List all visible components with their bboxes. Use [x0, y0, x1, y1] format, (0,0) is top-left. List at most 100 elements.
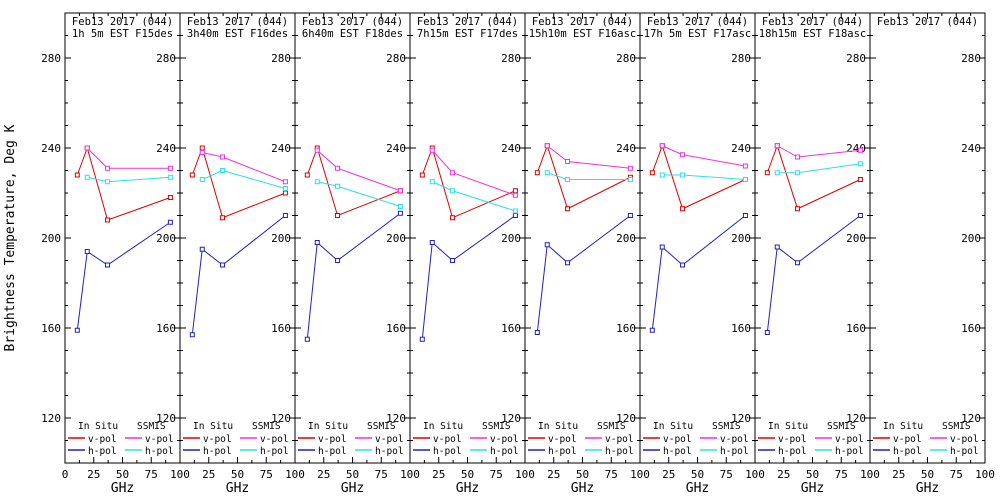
legend-label-v-pol: v-pol: [375, 434, 404, 445]
y-tick-label: 240: [961, 142, 981, 155]
legend-label-v-pol: v-pol: [663, 434, 692, 445]
x-tick-label: 75: [490, 468, 503, 481]
in-situ-v-pol-marker: [419, 172, 425, 178]
panel-title-date: Feb13 2017 (044): [417, 16, 518, 28]
in-situ-v-pol-line: [76, 146, 171, 221]
in-situ-v-pol-marker: [450, 215, 456, 221]
y-tick-label: 200: [961, 232, 981, 245]
x-tick-label: 75: [375, 468, 388, 481]
legend-header-ssmis: SSMIS: [252, 421, 281, 432]
legend-label-h-pol: h-pol: [88, 446, 117, 457]
y-tick-label: 280: [501, 52, 521, 65]
legend-label-h-pol: h-pol: [490, 446, 519, 457]
legend-label-v-pol: v-pol: [433, 434, 462, 445]
ssmis-h-pol-marker: [167, 174, 173, 180]
x-tick-label: 50: [691, 468, 704, 481]
x-tick-label: 25: [317, 468, 330, 481]
panel-title-time-sat: 18h15m EST F18asc: [759, 28, 866, 40]
ssmis-v-pol-marker: [659, 143, 665, 149]
in-situ-h-pol-line: [306, 212, 401, 340]
legend-header-in-situ: In Situ: [308, 421, 348, 432]
ssmis-v-pol-marker: [680, 152, 686, 158]
in-situ-h-pol-marker: [512, 213, 518, 218]
ssmis-h-pol-marker: [105, 179, 111, 185]
x-tick-label: 100: [400, 468, 420, 481]
legend-label-h-pol: h-pol: [950, 446, 979, 457]
ssmis-v-pol-marker: [314, 147, 320, 153]
legend-label-v-pol: v-pol: [720, 434, 749, 445]
y-tick-label: 160: [846, 322, 866, 335]
in-situ-v-pol-marker: [220, 215, 226, 221]
ssmis-h-pol-marker: [627, 177, 633, 182]
x-tick-label: 50: [461, 468, 474, 481]
panel-6: Feb13 2017 (044)17h 5m EST F17asc In Situ…: [643, 16, 751, 457]
legend-label-v-pol: v-pol: [950, 434, 979, 445]
panel-title-date: Feb13 2017 (044): [302, 16, 403, 28]
in-situ-h-pol-marker: [84, 249, 90, 254]
in-situ-h-pol-line: [76, 221, 171, 331]
legend-label-h-pol: h-pol: [893, 446, 922, 457]
x-tick-label: 50: [806, 468, 819, 481]
x-axis-unit-label: GHz: [801, 481, 824, 496]
panel-title-date: Feb13 2017 (044): [647, 16, 748, 28]
y-tick-label: 240: [41, 142, 61, 155]
x-tick-label: 50: [231, 468, 244, 481]
x-axes: 0 25 50 75 100 GHz 25 50 75 100 GHz 25 50 75 100 GHz 25 5…: [62, 13, 995, 496]
y-tick-label: 120: [731, 412, 751, 425]
legend-label-h-pol: h-pol: [663, 446, 692, 457]
y-tick-label: 200: [846, 232, 866, 245]
x-tick-label: 75: [950, 468, 963, 481]
y-tick-label: 200: [731, 232, 751, 245]
ssmis-v-pol-marker: [774, 143, 780, 149]
ssmis-h-pol-marker: [314, 179, 320, 185]
ssmis-h-pol-marker: [84, 174, 90, 180]
y-tick-label: 200: [616, 232, 636, 245]
in-situ-v-pol-line: [536, 144, 631, 210]
in-situ-v-pol-marker: [857, 177, 863, 182]
y-tick-label: 280: [271, 52, 291, 65]
ssmis-h-pol-marker: [199, 177, 205, 182]
legend-label-h-pol: h-pol: [203, 446, 232, 457]
x-tick-label: 100: [515, 468, 535, 481]
panel-title-time-sat: 3h40m EST F16des: [187, 28, 288, 40]
legend-header-in-situ: In Situ: [653, 421, 693, 432]
legend-header-in-situ: In Situ: [193, 421, 233, 432]
y-tick-label: 280: [386, 52, 406, 65]
legend-header-ssmis: SSMIS: [597, 421, 626, 432]
y-axis-title: Brightness Temperature, Deg K: [3, 124, 18, 351]
y-tick-label: 240: [731, 142, 751, 155]
legend-label-v-pol: v-pol: [893, 434, 922, 445]
ssmis-v-pol-marker: [335, 165, 341, 171]
panel-title-time-sat: 15h10m EST F16asc: [529, 28, 636, 40]
x-tick-label: 100: [630, 468, 650, 481]
y-tick-label: 200: [41, 232, 61, 245]
legend-label-h-pol: h-pol: [375, 446, 404, 457]
legend-header-ssmis: SSMIS: [827, 421, 856, 432]
legend-label-v-pol: v-pol: [490, 434, 519, 445]
x-tick-label: 100: [860, 468, 880, 481]
ssmis-h-pol-marker: [220, 168, 226, 173]
legend-label-v-pol: v-pol: [203, 434, 232, 445]
legend-label-h-pol: h-pol: [720, 446, 749, 457]
y-tick-label: 240: [616, 142, 636, 155]
x-tick-label: 75: [835, 468, 848, 481]
in-situ-v-pol-marker: [534, 170, 540, 176]
in-situ-h-pol-line: [191, 215, 286, 335]
in-situ-v-pol-line: [306, 146, 401, 217]
in-situ-h-pol-marker: [680, 262, 686, 268]
in-situ-v-pol-marker: [649, 170, 655, 176]
x-axis-unit-label: GHz: [341, 481, 364, 496]
in-situ-v-pol-marker: [199, 145, 205, 151]
ssmis-h-pol-marker: [565, 177, 571, 182]
x-tick-label: 75: [720, 468, 733, 481]
panel-title-time-sat: 17h 5m EST F17asc: [644, 28, 751, 40]
y-tick-label: 280: [41, 52, 61, 65]
y-tick-label: 120: [41, 412, 61, 425]
in-situ-h-pol-marker: [199, 246, 205, 252]
x-tick-label: 50: [576, 468, 589, 481]
in-situ-v-pol-line: [651, 144, 746, 210]
